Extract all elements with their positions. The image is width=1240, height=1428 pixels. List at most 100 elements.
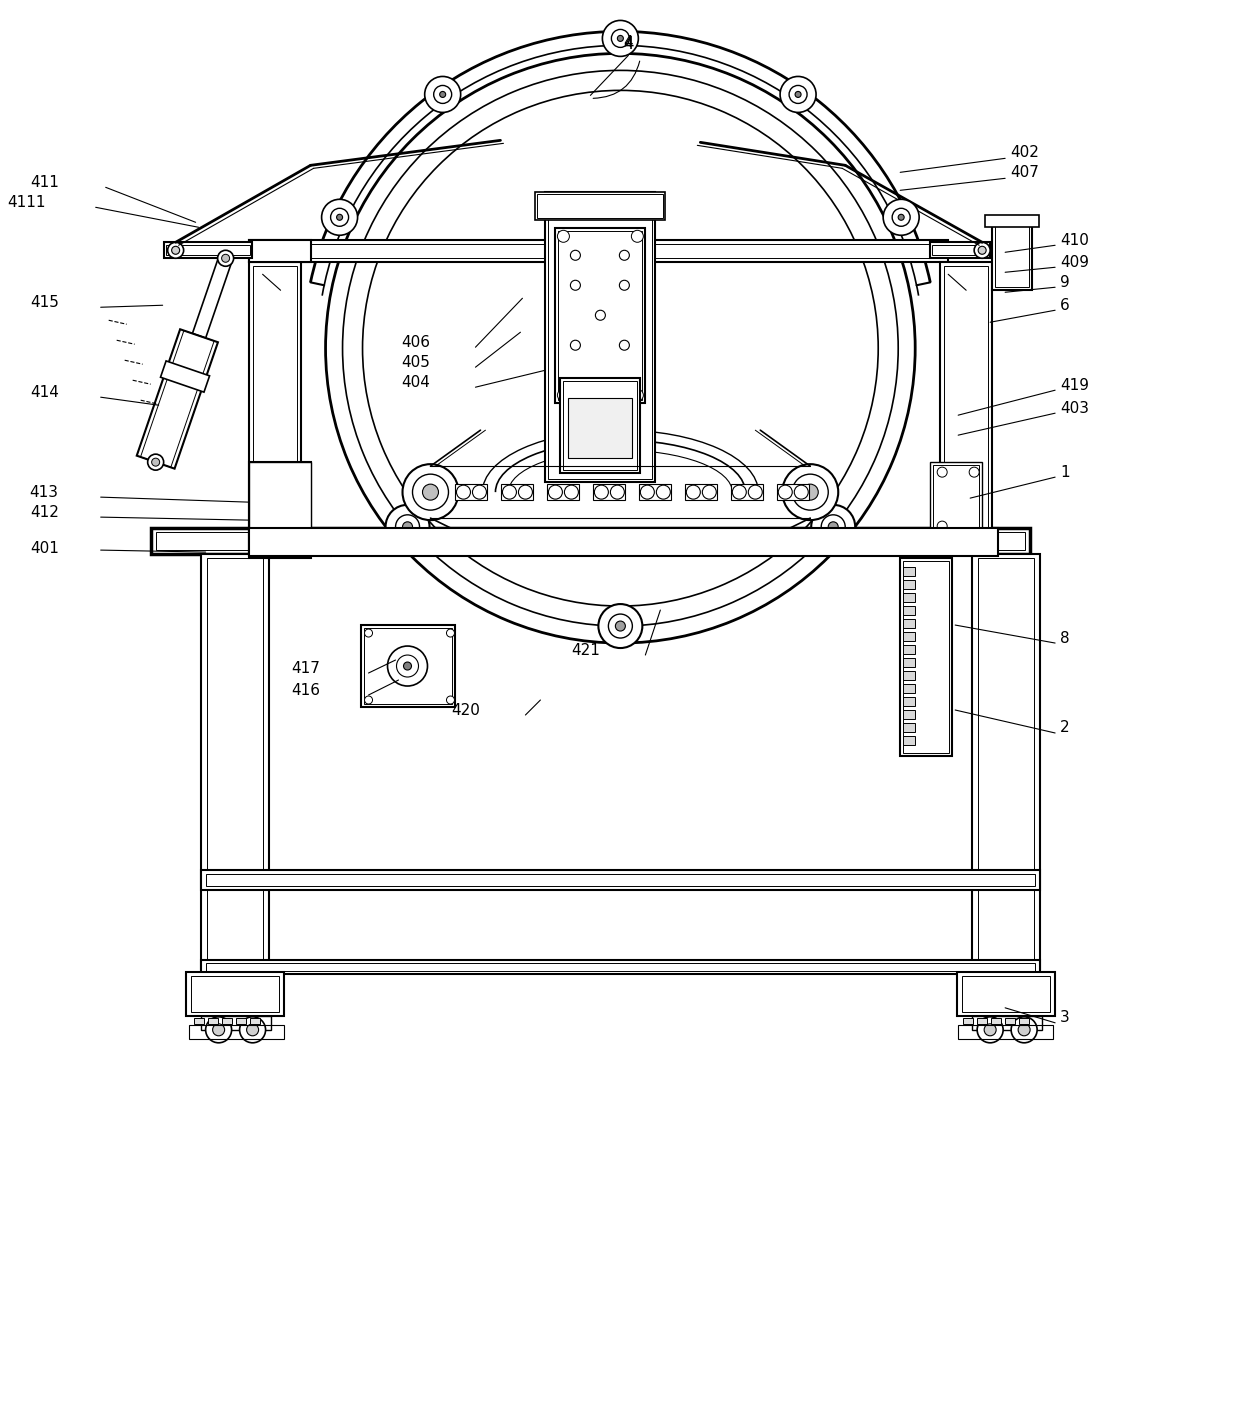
Circle shape xyxy=(656,486,671,500)
Bar xyxy=(156,533,1025,550)
Text: 406: 406 xyxy=(402,334,430,350)
Circle shape xyxy=(570,250,580,260)
Bar xyxy=(934,466,980,531)
Circle shape xyxy=(821,516,846,538)
Circle shape xyxy=(898,214,904,220)
Circle shape xyxy=(811,506,856,548)
Circle shape xyxy=(434,86,451,103)
Bar xyxy=(903,671,915,680)
Bar xyxy=(959,1025,1053,1038)
Bar xyxy=(248,463,310,534)
Circle shape xyxy=(686,486,701,500)
Text: 410: 410 xyxy=(1060,233,1089,248)
Circle shape xyxy=(321,200,357,236)
Circle shape xyxy=(331,208,348,226)
Bar xyxy=(560,378,640,473)
Circle shape xyxy=(611,30,630,47)
Circle shape xyxy=(619,280,630,290)
Circle shape xyxy=(619,250,630,260)
Circle shape xyxy=(937,467,947,477)
Polygon shape xyxy=(192,256,232,338)
Bar xyxy=(903,561,949,753)
Bar xyxy=(222,1018,232,1024)
Circle shape xyxy=(570,340,580,350)
Circle shape xyxy=(631,390,644,401)
Circle shape xyxy=(446,630,455,637)
Bar xyxy=(1019,1018,1029,1024)
Bar xyxy=(903,697,915,705)
Bar xyxy=(536,193,666,220)
Circle shape xyxy=(985,1024,996,1035)
Text: 417: 417 xyxy=(291,661,321,675)
Bar xyxy=(363,628,453,704)
Circle shape xyxy=(828,521,838,531)
Circle shape xyxy=(610,486,625,500)
Circle shape xyxy=(631,230,644,243)
Circle shape xyxy=(564,486,578,500)
Bar xyxy=(930,243,991,258)
Bar xyxy=(201,554,269,968)
Circle shape xyxy=(802,484,818,500)
Text: 415: 415 xyxy=(30,294,58,310)
Bar xyxy=(501,484,533,500)
Circle shape xyxy=(599,604,642,648)
Bar xyxy=(207,1018,217,1024)
Bar xyxy=(248,528,998,555)
Bar xyxy=(252,466,308,555)
Circle shape xyxy=(247,1024,259,1035)
Text: 1: 1 xyxy=(1060,464,1070,480)
Bar xyxy=(903,735,915,745)
Text: 420: 420 xyxy=(451,703,480,717)
FancyArrowPatch shape xyxy=(593,61,640,99)
Bar xyxy=(206,962,1035,971)
Circle shape xyxy=(937,521,947,531)
Bar xyxy=(253,244,944,258)
Bar xyxy=(962,975,1050,1012)
Text: 413: 413 xyxy=(30,484,58,500)
Circle shape xyxy=(640,486,655,500)
Text: 3: 3 xyxy=(1060,1011,1070,1025)
Bar xyxy=(932,246,988,256)
Circle shape xyxy=(594,486,609,500)
Circle shape xyxy=(258,467,268,477)
Circle shape xyxy=(397,655,418,677)
Bar xyxy=(903,567,915,575)
Text: 416: 416 xyxy=(291,683,321,697)
Circle shape xyxy=(386,506,429,548)
Bar xyxy=(940,263,992,554)
Text: 412: 412 xyxy=(30,504,58,520)
Bar xyxy=(957,972,1055,1015)
Bar xyxy=(992,218,1032,290)
Circle shape xyxy=(595,310,605,320)
Circle shape xyxy=(615,621,625,631)
Circle shape xyxy=(403,663,412,670)
Bar xyxy=(361,625,455,707)
Text: 407: 407 xyxy=(1011,164,1039,180)
Text: 403: 403 xyxy=(1060,401,1089,416)
Circle shape xyxy=(239,1017,265,1042)
Bar xyxy=(686,484,717,500)
Bar xyxy=(996,221,1029,287)
Circle shape xyxy=(336,214,342,220)
Circle shape xyxy=(779,486,792,500)
Circle shape xyxy=(148,454,164,470)
Circle shape xyxy=(472,486,486,500)
Text: 402: 402 xyxy=(1011,144,1039,160)
Text: 414: 414 xyxy=(30,384,58,400)
Bar xyxy=(903,580,915,590)
Bar xyxy=(248,240,949,263)
Bar xyxy=(537,194,663,218)
Circle shape xyxy=(883,200,919,236)
Circle shape xyxy=(558,390,569,401)
Circle shape xyxy=(413,474,449,510)
Bar xyxy=(547,484,579,500)
Bar xyxy=(563,381,637,470)
Bar xyxy=(903,620,915,628)
Bar xyxy=(568,398,632,458)
Bar xyxy=(978,558,1034,965)
Bar xyxy=(903,658,915,667)
Bar xyxy=(188,1025,284,1038)
Circle shape xyxy=(792,474,828,510)
Text: 9: 9 xyxy=(1060,274,1070,290)
Bar xyxy=(972,554,1040,968)
